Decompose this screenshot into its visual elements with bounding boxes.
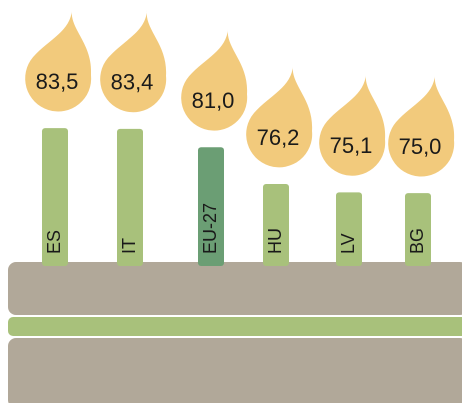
category-label: IT — [119, 238, 139, 254]
flame: 75,0 — [388, 74, 455, 177]
flame: 83,4 — [100, 9, 167, 113]
value-label: 75,1 — [330, 133, 373, 158]
flame-shape — [319, 73, 386, 176]
candle — [117, 128, 143, 266]
base-stripe — [8, 317, 462, 336]
candle — [198, 147, 224, 266]
flame: 83,5 — [25, 9, 92, 112]
flame-shape — [388, 74, 455, 177]
candle — [336, 192, 362, 266]
candle — [263, 183, 289, 266]
flame: 76,2 — [246, 64, 313, 168]
flame-shape — [181, 28, 248, 131]
value-label: 83,5 — [36, 69, 79, 94]
flame-shape — [246, 64, 313, 168]
flame-shape — [25, 9, 92, 112]
flame: 81,0 — [181, 28, 248, 131]
category-label: BG — [407, 228, 427, 254]
value-label: 83,4 — [111, 70, 154, 95]
value-label: 76,2 — [257, 125, 300, 150]
category-label: HU — [265, 228, 285, 254]
value-label: 75,0 — [399, 134, 442, 159]
candle — [405, 193, 431, 266]
category-label: ES — [44, 230, 64, 254]
value-label: 81,0 — [192, 88, 235, 113]
candle-base — [8, 262, 462, 315]
candle-base — [8, 338, 462, 403]
category-label: LV — [338, 233, 358, 254]
category-label: EU-27 — [200, 203, 220, 254]
candle — [42, 128, 68, 266]
flame-shape — [100, 9, 167, 113]
flame: 75,1 — [319, 73, 386, 176]
